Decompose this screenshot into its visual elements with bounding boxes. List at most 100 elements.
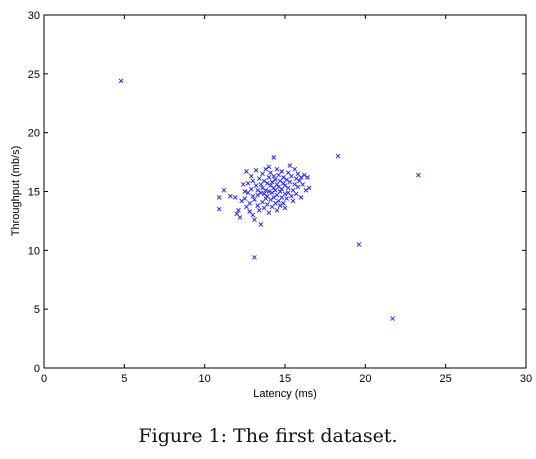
x-tick-label: 20 bbox=[359, 373, 371, 385]
data-point bbox=[118, 78, 124, 84]
data-point bbox=[269, 179, 275, 185]
data-point bbox=[273, 177, 278, 183]
data-point bbox=[245, 190, 251, 195]
data-point bbox=[276, 184, 281, 190]
data-point bbox=[356, 242, 362, 247]
data-point bbox=[245, 180, 251, 186]
data-point bbox=[273, 200, 278, 206]
data-point bbox=[244, 169, 249, 174]
data-point bbox=[247, 209, 252, 214]
data-point bbox=[266, 164, 272, 170]
x-tick-label: 10 bbox=[199, 373, 211, 385]
data-point bbox=[279, 169, 285, 174]
data-point bbox=[290, 188, 296, 193]
figure-caption: Figure 1: The first dataset. bbox=[138, 425, 398, 447]
data-point bbox=[287, 179, 293, 185]
data-point bbox=[282, 205, 288, 211]
data-point bbox=[295, 184, 301, 190]
data-point bbox=[240, 182, 246, 187]
data-point bbox=[242, 189, 248, 194]
data-point bbox=[279, 186, 285, 192]
data-point bbox=[268, 183, 273, 188]
data-point bbox=[274, 192, 280, 198]
data-point bbox=[252, 217, 257, 223]
data-point bbox=[276, 198, 281, 204]
data-point bbox=[289, 193, 294, 199]
data-point bbox=[282, 191, 288, 197]
data-point bbox=[300, 182, 305, 187]
data-point bbox=[268, 170, 273, 175]
data-point bbox=[274, 182, 280, 187]
data-point bbox=[248, 173, 254, 179]
data-point bbox=[284, 177, 289, 183]
data-point bbox=[258, 182, 264, 187]
data-point bbox=[253, 183, 259, 188]
y-tick-label: 15 bbox=[28, 187, 40, 199]
data-point bbox=[295, 171, 301, 177]
data-point bbox=[271, 195, 277, 200]
data-point bbox=[247, 200, 252, 206]
data-point bbox=[258, 222, 264, 227]
x-tick-label: 0 bbox=[41, 373, 47, 385]
data-point bbox=[281, 200, 286, 206]
data-point bbox=[268, 197, 273, 203]
data-point bbox=[228, 193, 233, 199]
data-point bbox=[282, 183, 288, 188]
data-point bbox=[284, 196, 289, 201]
data-point bbox=[261, 191, 267, 197]
data-point bbox=[271, 155, 277, 160]
data-point bbox=[265, 180, 270, 186]
data-point bbox=[281, 180, 286, 186]
data-point bbox=[277, 203, 283, 208]
data-point bbox=[239, 198, 244, 204]
data-point bbox=[250, 212, 256, 218]
data-point bbox=[274, 208, 280, 213]
data-point bbox=[277, 178, 283, 184]
data-point bbox=[255, 188, 261, 193]
data-point bbox=[285, 185, 291, 191]
x-tick-label: 5 bbox=[121, 373, 127, 385]
data-point bbox=[266, 175, 272, 180]
data-point bbox=[216, 206, 222, 212]
data-point bbox=[281, 175, 286, 180]
data-points bbox=[118, 78, 421, 321]
data-point bbox=[274, 166, 280, 172]
data-point bbox=[290, 198, 296, 204]
data-point bbox=[303, 188, 309, 193]
data-point bbox=[335, 153, 341, 159]
y-tick-label: 0 bbox=[34, 363, 40, 375]
data-point bbox=[285, 190, 291, 195]
axis-ticks: 0 5 10 15 20 25 30 0 5 10 15 20 25 30 bbox=[28, 10, 532, 385]
data-point bbox=[248, 186, 254, 192]
x-tick-label: 25 bbox=[440, 373, 452, 385]
data-point bbox=[260, 171, 265, 177]
data-point bbox=[292, 166, 297, 172]
data-point bbox=[390, 316, 395, 321]
data-point bbox=[297, 178, 302, 184]
data-point bbox=[265, 193, 270, 199]
data-point bbox=[285, 170, 291, 175]
data-point bbox=[244, 204, 249, 210]
data-point bbox=[252, 197, 257, 203]
data-point bbox=[260, 199, 265, 205]
data-point bbox=[276, 172, 281, 178]
y-tick-label: 10 bbox=[28, 245, 40, 257]
data-point bbox=[232, 195, 238, 200]
data-point bbox=[242, 196, 248, 201]
data-point bbox=[265, 202, 270, 207]
data-point bbox=[269, 190, 275, 195]
y-tick-label: 25 bbox=[28, 69, 40, 81]
data-point bbox=[263, 166, 269, 172]
data-point bbox=[293, 176, 299, 181]
data-point bbox=[250, 178, 256, 184]
data-point bbox=[263, 196, 269, 201]
x-axis-label: Latency (ms) bbox=[253, 388, 317, 400]
data-point bbox=[260, 185, 265, 191]
y-tick-label: 20 bbox=[28, 128, 40, 140]
data-point bbox=[269, 204, 275, 210]
data-point bbox=[263, 188, 269, 193]
data-point bbox=[271, 173, 277, 179]
y-tick-label: 30 bbox=[28, 10, 40, 22]
data-point bbox=[266, 210, 272, 215]
data-point bbox=[292, 182, 297, 187]
